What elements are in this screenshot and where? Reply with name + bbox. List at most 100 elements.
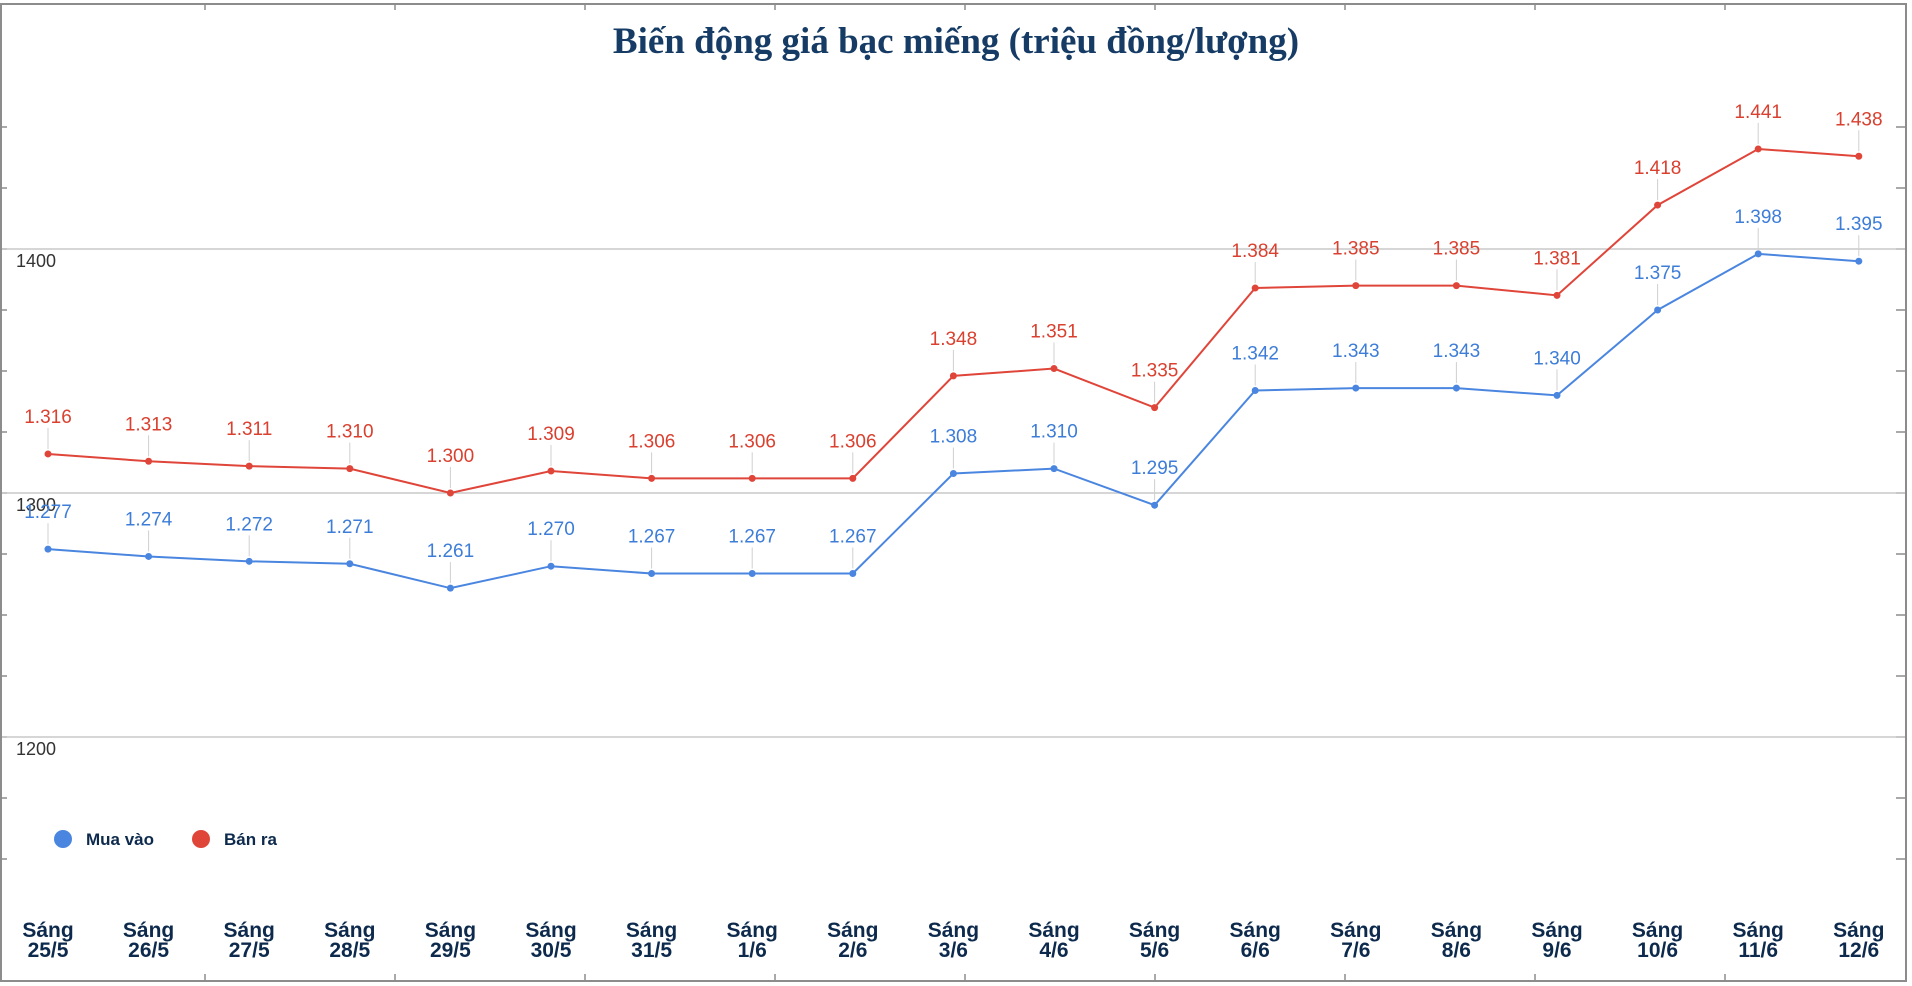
data-label-ban-ra: 1.351	[1030, 322, 1078, 343]
data-point-ban-ra	[1151, 404, 1159, 412]
series-points	[44, 145, 1863, 592]
x-category-label: Sáng 4/6	[1028, 919, 1079, 962]
x-category-label: Sáng 7/6	[1330, 919, 1381, 962]
data-label-mua-vao: 1.270	[527, 519, 575, 540]
data-point-mua-vao	[547, 562, 555, 570]
data-point-mua-vao	[849, 570, 857, 578]
data-label-ban-ra: 1.381	[1533, 248, 1581, 269]
data-point-mua-vao	[245, 557, 253, 565]
gridlines	[2, 248, 1905, 738]
x-category-label: Sáng 10/6	[1632, 919, 1683, 962]
x-category-label: Sáng 12/6	[1833, 919, 1884, 962]
data-label-ban-ra: 1.300	[427, 446, 475, 467]
data-labels: 1.277 1.274 1.272 1.271 1.261 1.270 1.267 1.267…	[24, 102, 1882, 562]
data-point-mua-vao	[1151, 501, 1159, 509]
x-category-label: Sáng 1/6	[727, 919, 778, 962]
data-point-ban-ra	[1251, 284, 1259, 292]
data-label-mua-vao: 1.274	[125, 509, 173, 530]
data-label-ban-ra: 1.441	[1734, 102, 1782, 123]
top-axis-ticks	[204, 3, 1726, 10]
data-point-mua-vao	[1855, 257, 1863, 265]
data-point-ban-ra	[648, 474, 656, 482]
x-category-label: Sáng 29/5	[425, 919, 476, 962]
legend-marker-ban-ra	[192, 830, 210, 848]
x-category-label: Sáng 6/6	[1230, 919, 1281, 962]
data-label-mua-vao: 1.295	[1131, 458, 1179, 479]
data-point-mua-vao	[648, 570, 656, 578]
data-label-mua-vao: 1.375	[1634, 263, 1682, 284]
data-label-ban-ra: 1.335	[1131, 361, 1179, 382]
data-point-ban-ra	[1654, 201, 1662, 209]
series-line-mua-vao	[47, 252, 1859, 590]
data-point-ban-ra	[346, 465, 354, 473]
data-label-mua-vao: 1.340	[1533, 348, 1581, 369]
legend-item-mua-vao: Mua vào	[54, 830, 154, 849]
data-label-ban-ra: 1.313	[125, 414, 173, 435]
x-category-labels: Sáng 25/5 Sáng 26/5 Sáng 27/5 Sáng 28/5 Sáng 29/5…	[22, 919, 1884, 962]
data-label-ban-ra: 1.306	[728, 431, 776, 452]
data-point-mua-vao	[1754, 250, 1762, 258]
data-point-mua-vao	[145, 552, 153, 560]
x-category-label: Sáng 27/5	[224, 919, 275, 962]
data-point-ban-ra	[1855, 152, 1863, 160]
data-label-mua-vao: 1.261	[427, 541, 475, 562]
legend-label-ban-ra: Bán ra	[224, 830, 277, 849]
data-label-ban-ra: 1.438	[1835, 109, 1883, 130]
data-point-ban-ra	[1553, 291, 1561, 299]
data-label-ban-ra: 1.316	[24, 407, 72, 428]
data-label-mua-vao: 1.277	[24, 502, 72, 523]
data-point-mua-vao	[446, 584, 454, 592]
data-point-ban-ra	[849, 474, 857, 482]
data-label-mua-vao: 1.271	[326, 517, 374, 538]
data-point-ban-ra	[44, 450, 52, 458]
data-point-ban-ra	[1352, 282, 1360, 290]
legend-item-ban-ra: Bán ra	[192, 830, 277, 849]
data-point-ban-ra	[245, 462, 253, 470]
data-point-mua-vao	[346, 560, 354, 568]
legend-marker-mua-vao	[54, 830, 72, 848]
data-point-mua-vao	[44, 545, 52, 553]
data-point-mua-vao	[1050, 465, 1058, 473]
data-point-ban-ra	[1452, 282, 1460, 290]
data-point-mua-vao	[1352, 384, 1360, 392]
data-point-ban-ra	[949, 372, 957, 380]
x-category-label: Sáng 11/6	[1733, 919, 1784, 962]
data-label-ban-ra: 1.309	[527, 424, 575, 445]
y-tick-labels: 1200 1300 1400	[16, 251, 56, 759]
label-leader-lines	[47, 122, 1860, 584]
x-category-label: Sáng 30/5	[525, 919, 576, 962]
y-tick-label-1300: 1300	[16, 495, 56, 515]
data-point-ban-ra	[446, 489, 454, 497]
y-tick-label-1200: 1200	[16, 739, 56, 759]
x-category-label: Sáng 9/6	[1531, 919, 1582, 962]
data-point-mua-vao	[1654, 306, 1662, 314]
data-point-ban-ra	[748, 474, 756, 482]
data-label-mua-vao: 1.308	[930, 426, 978, 447]
data-label-ban-ra: 1.306	[628, 431, 676, 452]
data-label-mua-vao: 1.395	[1835, 214, 1883, 235]
data-label-mua-vao: 1.267	[829, 527, 877, 548]
data-point-mua-vao	[1553, 391, 1561, 399]
data-label-mua-vao: 1.267	[628, 527, 676, 548]
x-category-label: Sáng 28/5	[324, 919, 375, 962]
chart-title: Biến động giá bạc miếng (triệu đồng/lượn…	[612, 21, 1300, 62]
x-category-label: Sáng 25/5	[22, 919, 73, 962]
data-point-mua-vao	[1251, 387, 1259, 395]
data-label-mua-vao: 1.272	[225, 514, 273, 535]
data-label-mua-vao: 1.343	[1433, 341, 1481, 362]
y-tick-label-1400: 1400	[16, 251, 56, 271]
x-category-label: Sáng 5/6	[1129, 919, 1180, 962]
data-point-ban-ra	[547, 467, 555, 475]
x-category-label: Sáng 2/6	[827, 919, 878, 962]
data-point-mua-vao	[748, 570, 756, 578]
data-label-ban-ra: 1.385	[1433, 239, 1481, 260]
data-label-ban-ra: 1.384	[1231, 241, 1279, 262]
data-label-mua-vao: 1.310	[1030, 422, 1078, 443]
data-label-ban-ra: 1.310	[326, 422, 374, 443]
data-label-mua-vao: 1.343	[1332, 341, 1380, 362]
data-point-mua-vao	[1452, 384, 1460, 392]
x-category-label: Sáng 31/5	[626, 919, 677, 962]
data-label-ban-ra: 1.311	[226, 419, 272, 440]
data-label-mua-vao: 1.398	[1734, 207, 1782, 228]
